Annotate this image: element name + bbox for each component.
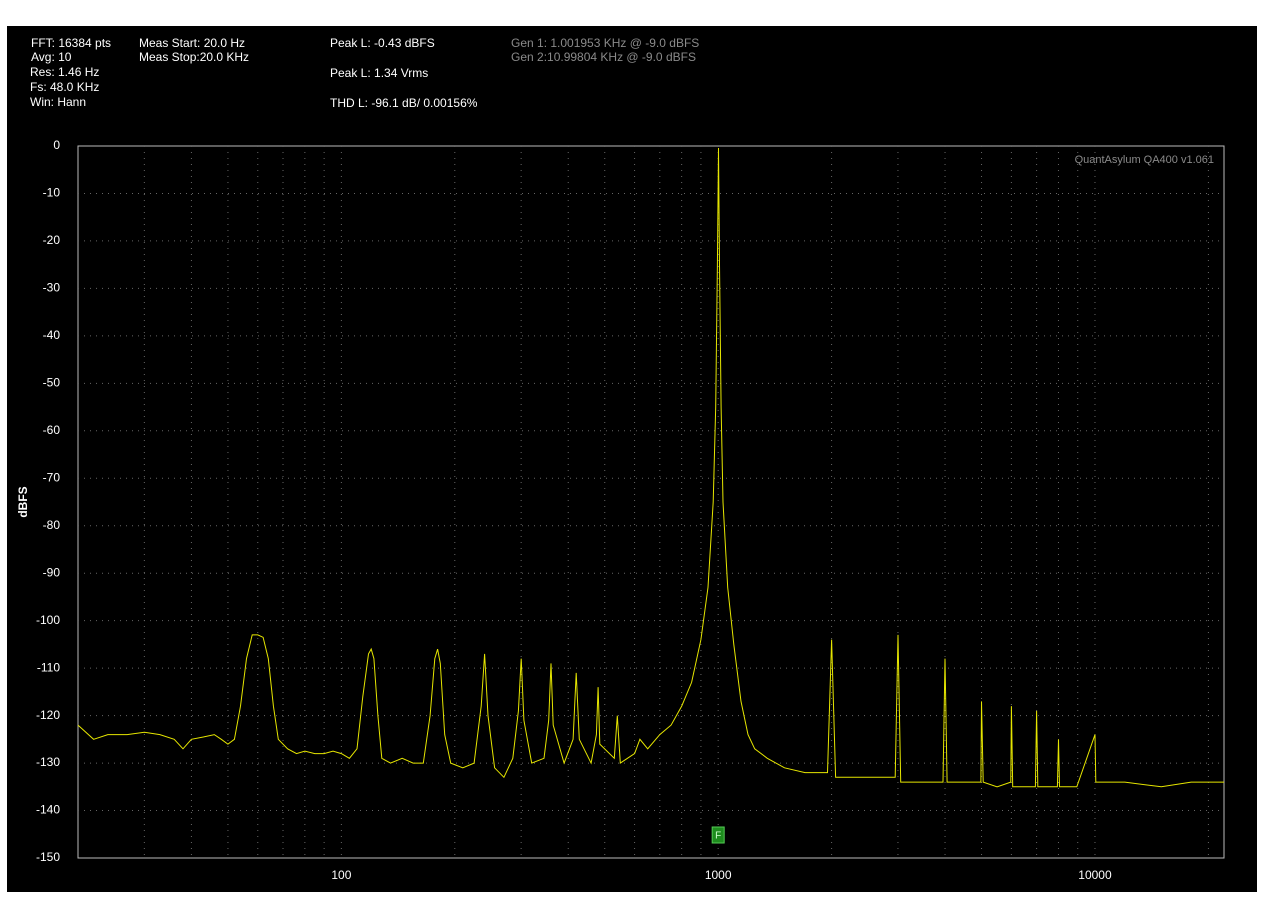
marker xyxy=(711,826,725,844)
header-text: Peak L: 1.34 Vrms xyxy=(330,66,428,80)
spectrum-line xyxy=(77,147,1224,788)
header-text: Gen 2:10.99804 KHz @ -9.0 dBFS xyxy=(511,50,696,64)
y-tick-label: -130 xyxy=(36,755,60,769)
marker-label: F xyxy=(715,831,721,842)
plot-frame xyxy=(77,145,1225,859)
y-tick-label: -20 xyxy=(43,233,61,247)
header-text: Avg: 10 xyxy=(31,50,72,64)
header-text: Meas Stop:20.0 KHz xyxy=(139,50,249,64)
x-tick-label: 1000 xyxy=(705,868,732,882)
header-text: Gen 1: 1.001953 KHz @ -9.0 dBFS xyxy=(511,36,699,50)
y-tick-label: -40 xyxy=(43,328,61,342)
y-tick-label: -150 xyxy=(36,850,60,864)
y-tick-label: -50 xyxy=(43,376,61,390)
y-tick-label: -100 xyxy=(36,613,60,627)
x-tick-label: 10000 xyxy=(1078,868,1112,882)
panel xyxy=(7,26,1257,892)
y-tick-label: -10 xyxy=(43,186,61,200)
y-tick-label: -120 xyxy=(36,708,60,722)
header-text: THD L: -96.1 dB/ 0.00156% xyxy=(330,96,478,110)
y-tick-label: -60 xyxy=(43,423,61,437)
y-tick-label: -30 xyxy=(43,281,61,295)
y-tick-label: -80 xyxy=(43,518,61,532)
header-text: FFT: 16384 pts xyxy=(31,36,111,50)
y-tick-label: -140 xyxy=(36,803,60,817)
header-text: Win: Hann xyxy=(30,95,86,109)
y-tick-label: 0 xyxy=(53,138,60,152)
header-text: Meas Start: 20.0 Hz xyxy=(139,36,245,50)
header-text: Res: 1.46 Hz xyxy=(30,65,99,79)
y-tick-label: -70 xyxy=(43,470,61,484)
y-tick-label: -110 xyxy=(37,660,60,674)
y-tick-label: -90 xyxy=(43,565,61,579)
y-axis-label: dBFS xyxy=(16,486,30,517)
header-text: Fs: 48.0 KHz xyxy=(30,80,99,94)
header-text: Peak L: -0.43 dBFS xyxy=(330,36,435,50)
watermark: QuantAsylum QA400 v1.061 xyxy=(1075,154,1214,166)
x-tick-label: 100 xyxy=(331,868,351,882)
